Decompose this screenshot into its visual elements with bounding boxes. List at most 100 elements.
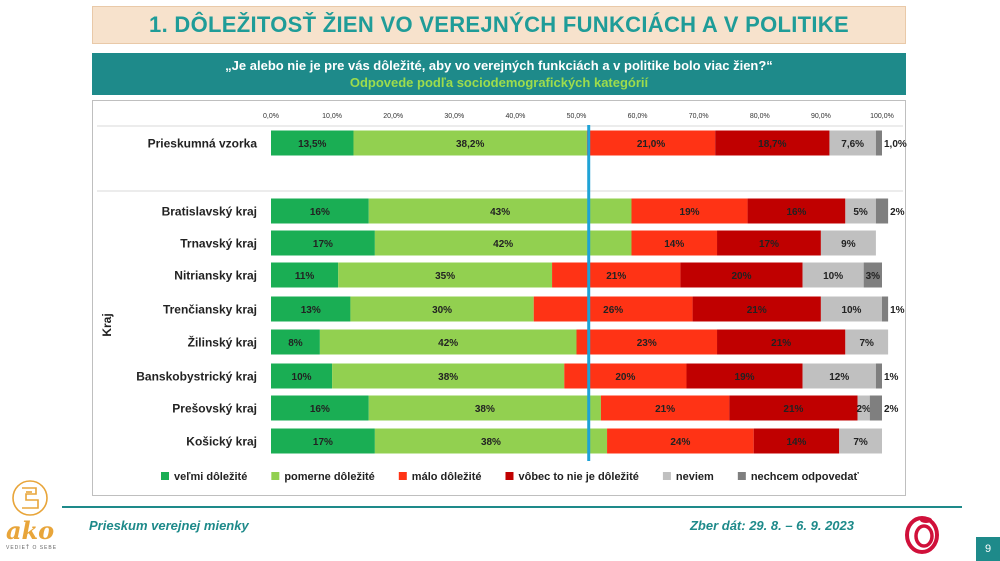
bar-segment bbox=[875, 363, 882, 389]
data-label: 2% bbox=[890, 207, 905, 218]
data-label: 10% bbox=[292, 372, 312, 383]
category-label: Žilinský kraj bbox=[188, 335, 257, 350]
x-tick-label: 50,0% bbox=[567, 113, 587, 120]
legend-label: pomerne dôležité bbox=[284, 471, 374, 483]
bar-segment bbox=[729, 395, 858, 421]
data-label: 23% bbox=[637, 338, 657, 349]
category-label: Košický kraj bbox=[186, 435, 257, 449]
data-label: 42% bbox=[438, 338, 458, 349]
chart-subtitle: Odpovede podľa sociodemografických kateg… bbox=[349, 75, 649, 90]
bar-segment bbox=[692, 296, 821, 322]
bar-segment bbox=[747, 198, 846, 224]
bar-segment bbox=[271, 363, 333, 389]
bar-segment bbox=[271, 230, 375, 256]
data-label: 1% bbox=[890, 305, 905, 316]
bar-segment bbox=[863, 262, 882, 288]
data-label: 21% bbox=[747, 305, 767, 316]
bar-segment bbox=[875, 130, 882, 156]
data-label: 21% bbox=[771, 338, 791, 349]
bar-segment bbox=[631, 230, 718, 256]
data-label: 42% bbox=[493, 239, 513, 250]
legend-label: nechcem odpovedať bbox=[751, 471, 860, 483]
data-label: 20% bbox=[731, 271, 751, 282]
legend-swatch bbox=[505, 472, 514, 480]
bar-segment bbox=[271, 428, 375, 454]
data-label: 12% bbox=[829, 372, 849, 383]
category-label: Trnavský kraj bbox=[180, 237, 257, 251]
bar-segment bbox=[753, 428, 840, 454]
data-label: 38% bbox=[481, 437, 501, 448]
bar-segment bbox=[271, 329, 320, 355]
data-label: 21% bbox=[655, 404, 675, 415]
ako-logo-icon bbox=[12, 480, 48, 516]
footer-survey-name: Prieskum verejnej mienky bbox=[89, 518, 249, 533]
data-label: 19% bbox=[680, 207, 700, 218]
data-label: 38% bbox=[475, 404, 495, 415]
data-label: 21% bbox=[783, 404, 803, 415]
bar-segment bbox=[350, 296, 534, 322]
bar-segment bbox=[607, 428, 754, 454]
data-label: 21% bbox=[606, 271, 626, 282]
data-label: 13% bbox=[301, 305, 321, 316]
ako-logo-text: ako bbox=[6, 516, 55, 545]
x-tick-label: 0,0% bbox=[263, 113, 279, 120]
bar-segment bbox=[374, 428, 608, 454]
bar-segment bbox=[820, 230, 876, 256]
data-label: 14% bbox=[786, 437, 806, 448]
bar-segment bbox=[586, 130, 716, 156]
bar-segment bbox=[576, 329, 718, 355]
data-label: 9% bbox=[841, 239, 856, 250]
survey-question: „Je alebo nie je pre vás dôležité, aby v… bbox=[225, 58, 773, 73]
bar-segment bbox=[338, 262, 553, 288]
data-label: 16% bbox=[786, 207, 806, 218]
footer-collection-date: Zber dát: 29. 8. – 6. 9. 2023 bbox=[689, 518, 854, 533]
data-label: 13,5% bbox=[298, 139, 326, 150]
legend-label: vôbec to nie je dôležité bbox=[518, 471, 638, 483]
legend-label: veľmi dôležité bbox=[174, 471, 247, 483]
bar-segment bbox=[680, 262, 803, 288]
bar-segment bbox=[715, 130, 830, 156]
legend-swatch bbox=[271, 472, 280, 480]
bar-segment bbox=[820, 296, 882, 322]
data-label: 20% bbox=[615, 372, 635, 383]
bar-segment bbox=[552, 262, 681, 288]
x-tick-label: 40,0% bbox=[505, 113, 525, 120]
bar-segment bbox=[353, 130, 587, 156]
legend-swatch bbox=[398, 472, 407, 480]
data-label: 26% bbox=[603, 305, 623, 316]
legend-swatch bbox=[737, 472, 746, 480]
data-label: 17% bbox=[313, 437, 333, 448]
bar-segment bbox=[875, 198, 889, 224]
bar-segment bbox=[271, 130, 354, 156]
legend-swatch bbox=[161, 472, 169, 480]
question-banner: „Je alebo nie je pre vás dôležité, aby v… bbox=[92, 53, 906, 95]
bar-segment bbox=[271, 296, 351, 322]
bar-segment bbox=[802, 363, 876, 389]
bar-segment bbox=[839, 428, 882, 454]
category-label: Banskobystrický kraj bbox=[136, 370, 257, 384]
category-label: Prieskumná vzorka bbox=[148, 137, 258, 151]
footer-divider bbox=[62, 506, 962, 508]
chart-frame: 0,0% 10,0% 20,0% 30,0% 40,0% 50,0% 60,0% 70,0% 8… bbox=[92, 100, 907, 496]
x-tick-label: 20,0% bbox=[383, 113, 403, 120]
bar-segment bbox=[631, 198, 748, 224]
data-label: 2% bbox=[856, 404, 871, 415]
category-label: Nitriansky kraj bbox=[174, 269, 257, 283]
bar-segment bbox=[845, 329, 889, 355]
bar-segment bbox=[845, 198, 876, 224]
bar-segment bbox=[686, 363, 803, 389]
x-tick-label: 60,0% bbox=[628, 113, 648, 120]
data-label: 38,2% bbox=[456, 139, 484, 150]
bar-segment bbox=[869, 395, 882, 421]
x-tick-label: 10,0% bbox=[322, 113, 342, 120]
data-label: 16% bbox=[310, 207, 330, 218]
bar-segment bbox=[271, 262, 339, 288]
data-label: 2% bbox=[884, 404, 899, 415]
data-label: 30% bbox=[432, 305, 452, 316]
bar-segment bbox=[368, 395, 601, 421]
data-label: 7% bbox=[859, 338, 874, 349]
page-title: 1. DÔLEŽITOSŤ ŽIEN VO VEREJNÝCH FUNKCIÁC… bbox=[149, 12, 849, 37]
data-label: 21,0% bbox=[637, 139, 665, 150]
x-tick-label: 80,0% bbox=[750, 113, 770, 120]
ako-logo-tagline: VEDIEŤ O SEBE bbox=[6, 545, 58, 551]
